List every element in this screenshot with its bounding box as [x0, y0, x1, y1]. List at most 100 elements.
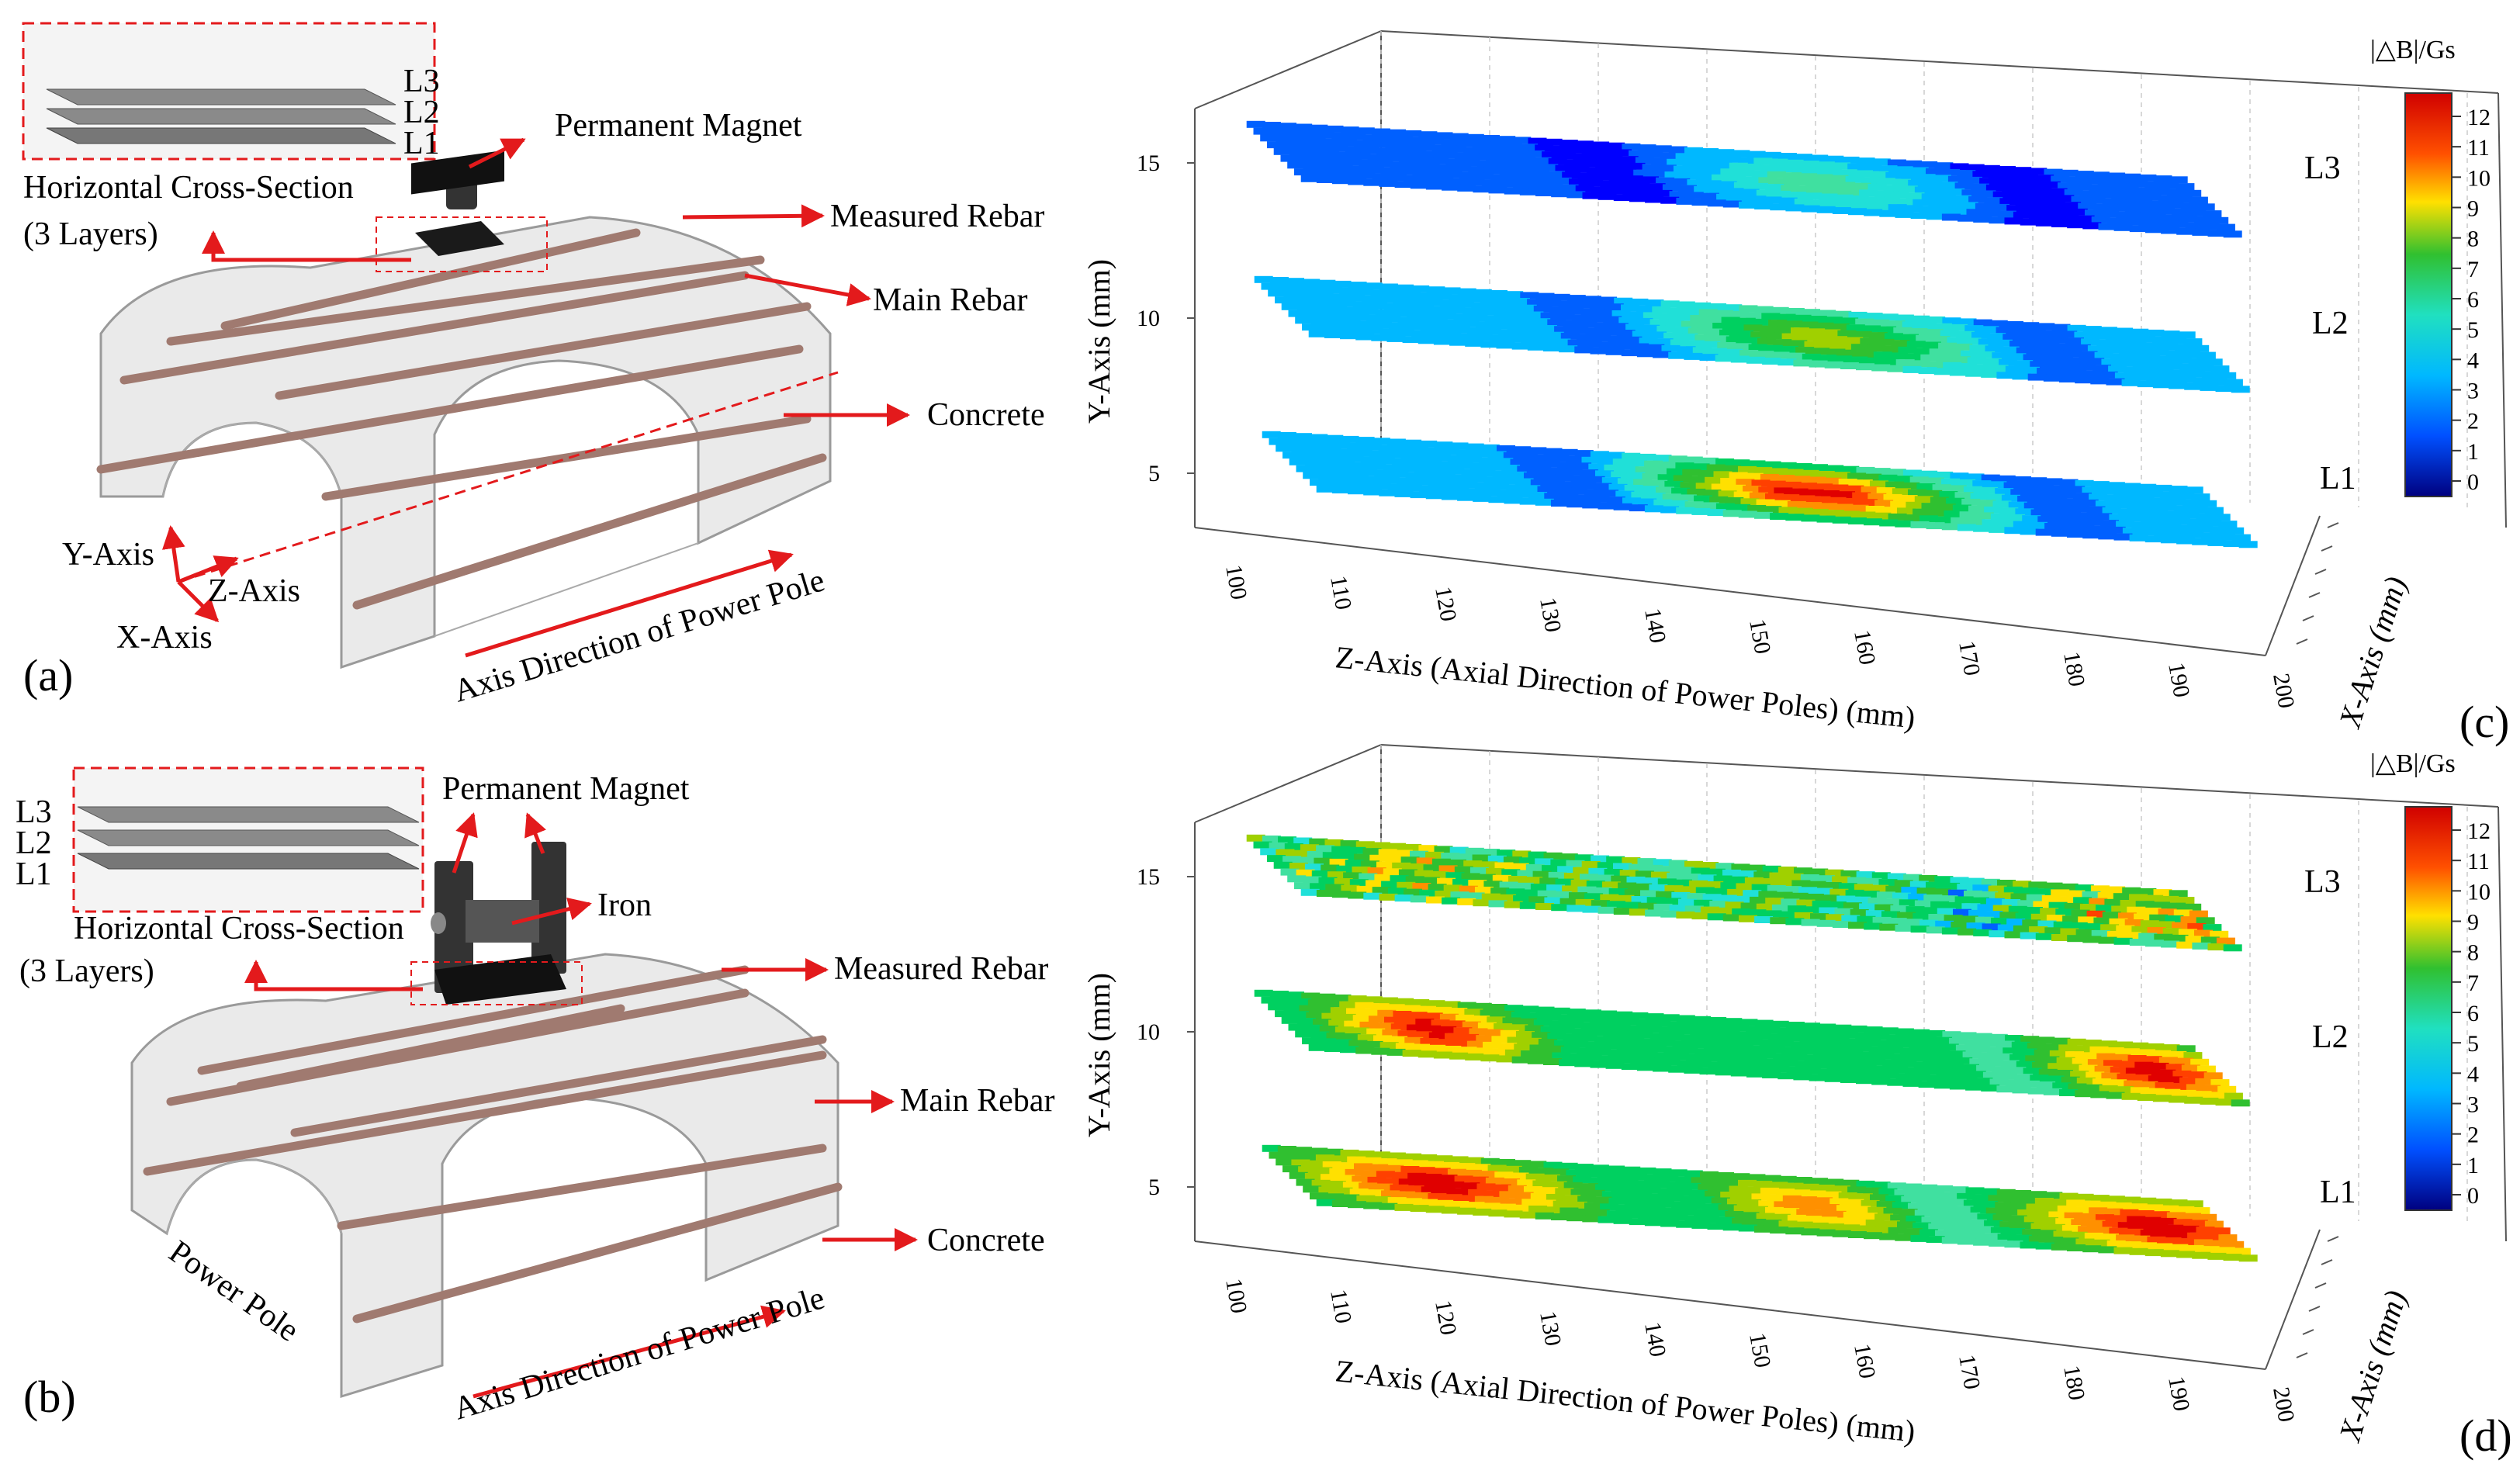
- cell: [2046, 915, 2065, 922]
- cell: [1857, 511, 1876, 519]
- cell: [1849, 356, 1868, 364]
- cell: [1418, 440, 1438, 448]
- cell: [1952, 1218, 1971, 1226]
- cell: [2065, 1051, 2084, 1059]
- cell: [1387, 843, 1407, 850]
- cell: [1698, 309, 1718, 317]
- cell: [2061, 362, 2080, 370]
- cell: [1970, 1206, 1989, 1214]
- cell: [1588, 154, 1608, 161]
- cell: [1811, 348, 1830, 355]
- cell: [2055, 908, 2075, 916]
- cell: [1474, 482, 1494, 490]
- cell: [2073, 493, 2092, 500]
- cell: [1853, 1044, 1872, 1052]
- cell: [1566, 1009, 1586, 1016]
- cell: [2053, 207, 2072, 215]
- cell: [1671, 178, 1691, 185]
- inset-layers-graphic: [46, 88, 396, 144]
- cell: [1336, 151, 1355, 159]
- cell: [1504, 335, 1524, 343]
- cell: [1362, 134, 1382, 142]
- colorbar-tick-label: 3: [2467, 1092, 2479, 1118]
- cell: [1968, 909, 1988, 917]
- cell: [1359, 873, 1378, 881]
- cell: [2193, 377, 2212, 385]
- cell: [2152, 1095, 2172, 1102]
- cell: [1301, 279, 1321, 286]
- cell: [1532, 318, 1551, 326]
- cell: [1657, 878, 1677, 886]
- cell: [1571, 1028, 1591, 1036]
- cell: [1731, 1173, 1750, 1181]
- cell: [1288, 1023, 1307, 1031]
- cell: [1722, 200, 1742, 208]
- cell: [1355, 127, 1375, 135]
- cell: [1591, 900, 1610, 908]
- cell: [1719, 329, 1738, 337]
- cell: [2043, 1088, 2062, 1095]
- cell: [1575, 185, 1594, 192]
- cell: [1322, 852, 1341, 860]
- cell: [2085, 923, 2103, 931]
- cell: [1575, 1208, 1594, 1216]
- cell: [1989, 1239, 2008, 1247]
- cell: [1947, 1050, 1966, 1058]
- cell: [1538, 1039, 1557, 1046]
- cell: [1425, 896, 1445, 904]
- cell: [1261, 282, 1280, 290]
- cell: [2141, 355, 2161, 362]
- cell: [2061, 1225, 2081, 1232]
- cell: [1479, 147, 1498, 155]
- cell: [1452, 164, 1472, 172]
- cell: [2202, 1085, 2221, 1092]
- cell: [2143, 1056, 2162, 1064]
- cell: [1592, 334, 1611, 342]
- cell: [1542, 151, 1560, 159]
- cell: [1751, 1193, 1771, 1201]
- cell: [1633, 169, 1653, 177]
- cell: [1539, 164, 1559, 171]
- cell: [1566, 1169, 1585, 1177]
- cell: [1456, 1014, 1474, 1022]
- cell: [1448, 145, 1466, 153]
- cell: [1634, 1031, 1653, 1039]
- cell: [1569, 178, 1587, 186]
- cell: [1371, 1047, 1390, 1055]
- cell: [1981, 1188, 2000, 1195]
- cell: [2037, 1081, 2056, 1088]
- cell: [1802, 1022, 1820, 1030]
- cell: [1676, 301, 1695, 309]
- cell: [1607, 901, 1625, 908]
- cell: [1373, 321, 1392, 329]
- cell: [1494, 458, 1514, 465]
- cell: [1732, 343, 1752, 351]
- cell: [2169, 934, 2189, 942]
- cell: [2111, 1215, 2130, 1223]
- cell: [2182, 499, 2201, 507]
- cell: [1682, 1182, 1701, 1190]
- cell: [1445, 872, 1465, 880]
- cell: [1381, 167, 1400, 175]
- cell: [2104, 494, 2124, 502]
- cell: [1725, 901, 1744, 909]
- cell: [1638, 902, 1657, 910]
- cell: [1273, 861, 1293, 869]
- cell: [1996, 1189, 2016, 1196]
- cell: [1324, 1045, 1343, 1052]
- cell: [1338, 448, 1357, 456]
- cell: [1428, 170, 1447, 178]
- cell: [1379, 1042, 1399, 1050]
- colorbar-title: |△B|/Gs: [2370, 36, 2456, 64]
- cell: [1785, 1227, 1805, 1235]
- cell: [1640, 890, 1659, 898]
- cell: [2132, 1074, 2151, 1081]
- cell: [1313, 305, 1331, 313]
- cell: [2156, 921, 2175, 929]
- cell: [2200, 532, 2220, 540]
- cell: [2124, 1080, 2143, 1088]
- cell: [1812, 186, 1831, 194]
- cell: [2105, 334, 2124, 341]
- cell: [1383, 1178, 1402, 1185]
- cell: [1592, 1048, 1611, 1056]
